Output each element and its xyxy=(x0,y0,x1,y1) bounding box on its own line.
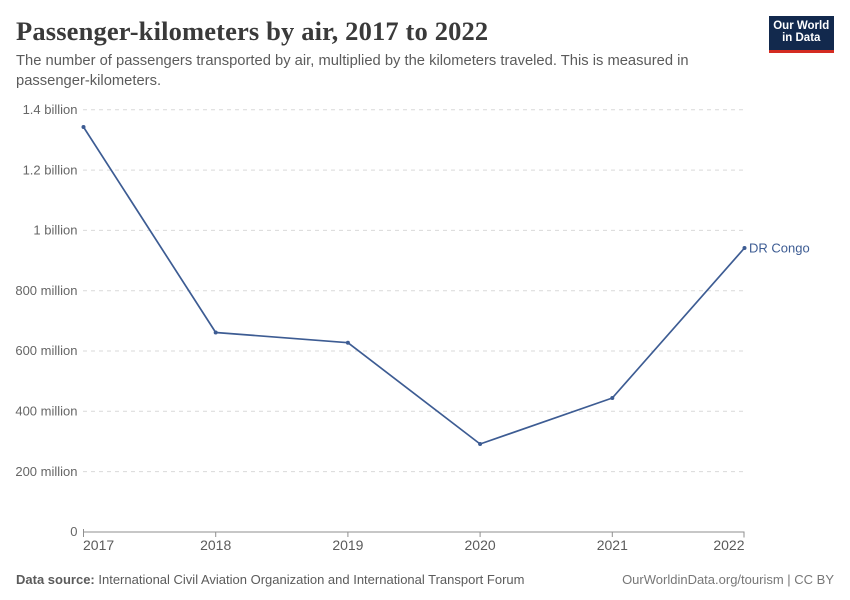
svg-text:2021: 2021 xyxy=(597,537,628,553)
svg-text:1.4 billion: 1.4 billion xyxy=(23,102,78,117)
svg-text:2018: 2018 xyxy=(200,537,231,553)
svg-text:2022: 2022 xyxy=(713,537,744,553)
svg-text:DR Congo: DR Congo xyxy=(749,241,810,256)
svg-text:800 million: 800 million xyxy=(15,283,77,298)
svg-text:1.2 billion: 1.2 billion xyxy=(23,162,78,177)
svg-text:200 million: 200 million xyxy=(15,464,77,479)
svg-text:2019: 2019 xyxy=(332,537,363,553)
svg-text:400 million: 400 million xyxy=(15,404,77,419)
svg-text:2017: 2017 xyxy=(83,537,114,553)
svg-text:600 million: 600 million xyxy=(15,343,77,358)
svg-text:1 billion: 1 billion xyxy=(33,223,77,238)
svg-text:0: 0 xyxy=(70,524,77,539)
svg-text:2020: 2020 xyxy=(465,537,496,553)
